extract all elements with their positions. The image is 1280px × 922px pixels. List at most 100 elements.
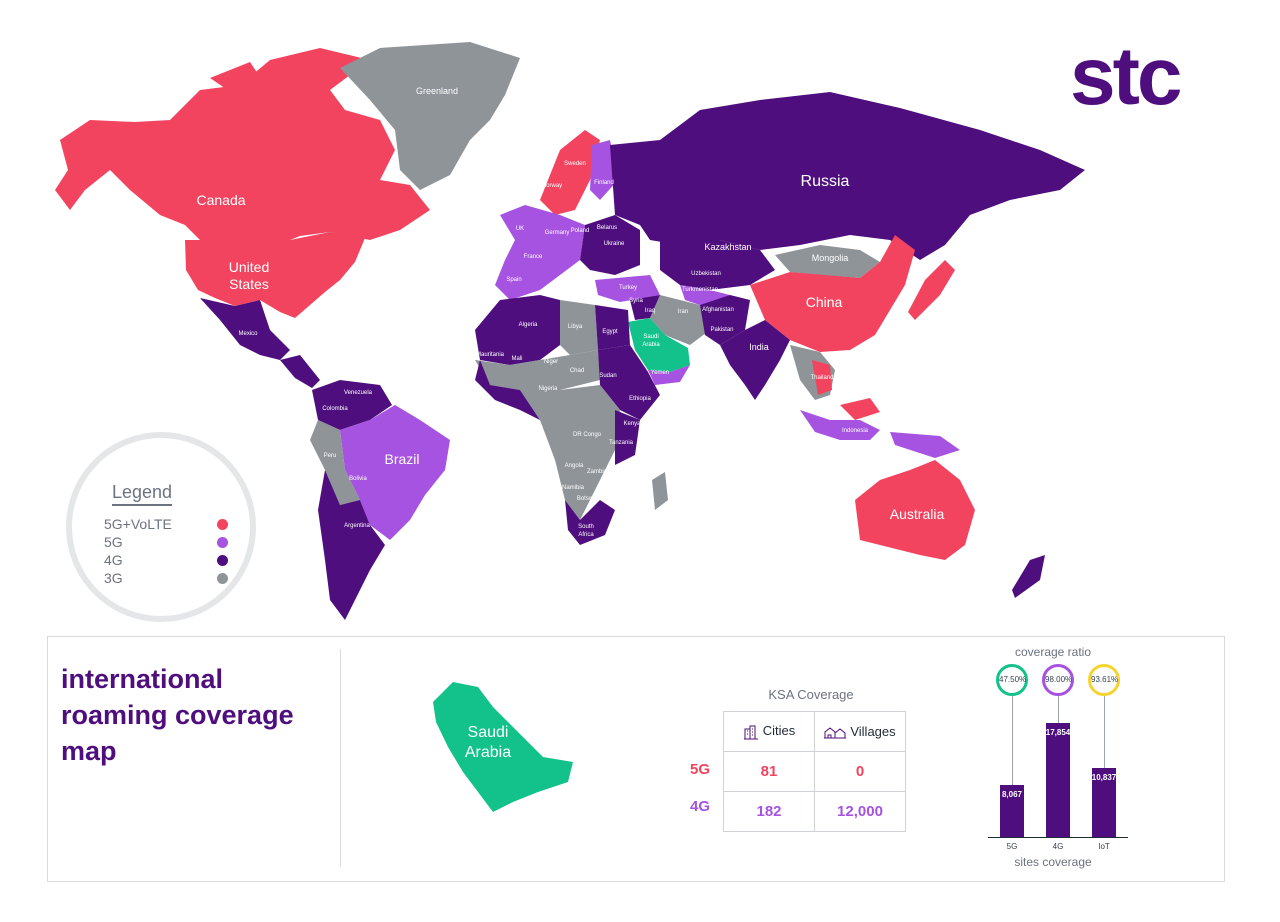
label-nigeria: Nigeria (538, 386, 558, 392)
legend-item-4g: 4G (104, 552, 228, 568)
country-iraq-syria[interactable] (630, 295, 660, 320)
label-iran: Iran (678, 309, 688, 315)
header-cities-label: Cities (762, 723, 796, 739)
country-new-zealand[interactable] (1012, 555, 1045, 598)
country-sahel[interactable] (475, 350, 600, 390)
country-turkey[interactable] (595, 275, 660, 302)
table-row-5g: 81 0 (723, 751, 906, 792)
label-botswana: Botswana (577, 496, 604, 502)
country-central-america (280, 355, 320, 388)
country-nordics[interactable] (540, 130, 600, 215)
label-australia: Australia (890, 506, 945, 522)
legend-title: Legend (112, 482, 173, 506)
label-ethiopia: Ethiopia (629, 396, 651, 402)
label-belarus: Belarus (597, 225, 617, 231)
bar-category-label: IoT (1098, 842, 1110, 851)
label-niger: Niger (544, 359, 558, 365)
label-turkmenistan: Turkmenistan (682, 287, 718, 293)
label-canada: Canada (196, 192, 245, 208)
country-colombia-venezuela[interactable] (312, 380, 392, 430)
label-chad: Chad (570, 368, 584, 374)
country-peru-bolivia[interactable] (310, 420, 360, 505)
label-france: France (524, 254, 543, 260)
label-colombia: Colombia (322, 406, 348, 412)
label-syria: Syria (629, 298, 643, 304)
country-japan[interactable] (908, 260, 955, 320)
label-russia: Russia (801, 173, 850, 190)
country-india[interactable] (720, 320, 790, 400)
panel-divider (340, 649, 341, 867)
label-united-states-2: States (229, 276, 269, 292)
ksa-coverage-title: KSA Coverage (768, 687, 854, 702)
country-canada[interactable] (55, 48, 430, 240)
label-ukraine: Ukraine (604, 241, 625, 247)
label-poland: Poland (571, 228, 590, 234)
label-thailand: Thailand (810, 375, 833, 381)
country-saudi-arabia[interactable] (628, 318, 690, 372)
country-malaysia[interactable] (840, 398, 880, 420)
country-south-africa[interactable] (565, 500, 615, 545)
country-yemen[interactable] (648, 365, 690, 385)
country-greenland[interactable] (340, 42, 520, 190)
saudi-shape-label-2: Arabia (465, 744, 511, 761)
saudi-shape-label-1: Saudi (468, 724, 509, 741)
label-sudan: Sudan (599, 373, 616, 379)
label-afghanistan: Afghanistan (702, 307, 734, 313)
country-united-states[interactable] (185, 232, 365, 318)
country-eastern-europe[interactable] (580, 215, 640, 275)
country-east-africa[interactable] (615, 410, 640, 465)
legend-item-3g: 3G (104, 570, 228, 586)
country-russia[interactable] (610, 92, 1085, 260)
legend-swatch-5g-volte (217, 519, 228, 530)
label-uzbekistan: Uzbekistan (691, 271, 721, 277)
header-villages-label: Villages (850, 723, 896, 739)
label-indonesia: Indonesia (842, 428, 869, 434)
legend-item-5g: 5G (104, 534, 228, 550)
country-mexico[interactable] (200, 298, 290, 360)
label-mexico: Mexico (238, 331, 258, 337)
label-norway: Norway (542, 183, 562, 189)
row-label-4g: 4G (690, 798, 711, 815)
bar-5g (1000, 785, 1024, 837)
chart-baseline (988, 837, 1128, 838)
label-mali: Mali (511, 356, 522, 362)
country-iran[interactable] (650, 295, 710, 345)
label-greenland: Greenland (416, 86, 458, 96)
label-dr-congo: DR Congo (573, 432, 602, 438)
country-brazil[interactable] (340, 405, 450, 540)
bar-category-label: 5G (1006, 842, 1018, 851)
country-pakistan-afg[interactable] (700, 295, 750, 345)
legend-label: 5G (104, 534, 123, 550)
ratio-stem (1058, 696, 1059, 723)
legend-swatch-4g (217, 555, 228, 566)
label-venezuela: Venezuela (344, 390, 373, 396)
country-china[interactable] (750, 235, 915, 352)
country-western-europe[interactable] (495, 205, 585, 300)
ratio-stem (1104, 696, 1105, 768)
village-icon (824, 727, 847, 739)
label-saudi-1: Saudi (643, 334, 658, 340)
label-bolivia: Bolivia (349, 476, 367, 482)
country-west-africa[interactable] (475, 360, 540, 420)
country-egypt[interactable] (595, 305, 630, 350)
country-sudan-ethiopia[interactable] (598, 345, 660, 420)
legend-label: 4G (104, 552, 123, 568)
country-thailand[interactable] (812, 360, 832, 395)
label-finland: Finland (594, 180, 614, 186)
label-turkey: Turkey (619, 285, 637, 291)
country-argentina[interactable] (318, 470, 385, 620)
country-north-africa[interactable] (475, 295, 560, 365)
label-libya: Libya (568, 324, 583, 330)
ksa-coverage-table: Cities Villages 81 0 182 12,000 (723, 711, 906, 832)
table-row-4g: 182 12,000 (723, 791, 906, 832)
ratio-ring-iot: 93.61% (1088, 664, 1120, 696)
country-libya[interactable] (560, 300, 598, 355)
bar-iot (1092, 767, 1116, 837)
country-mongolia[interactable] (775, 245, 880, 278)
country-australia[interactable] (855, 460, 975, 560)
country-central-africa[interactable] (520, 385, 620, 520)
country-indonesia[interactable] (800, 410, 960, 458)
label-iraq: Iraq (645, 308, 655, 314)
label-south-africa-1: South (578, 524, 594, 530)
country-kazakhstan[interactable] (660, 240, 775, 290)
